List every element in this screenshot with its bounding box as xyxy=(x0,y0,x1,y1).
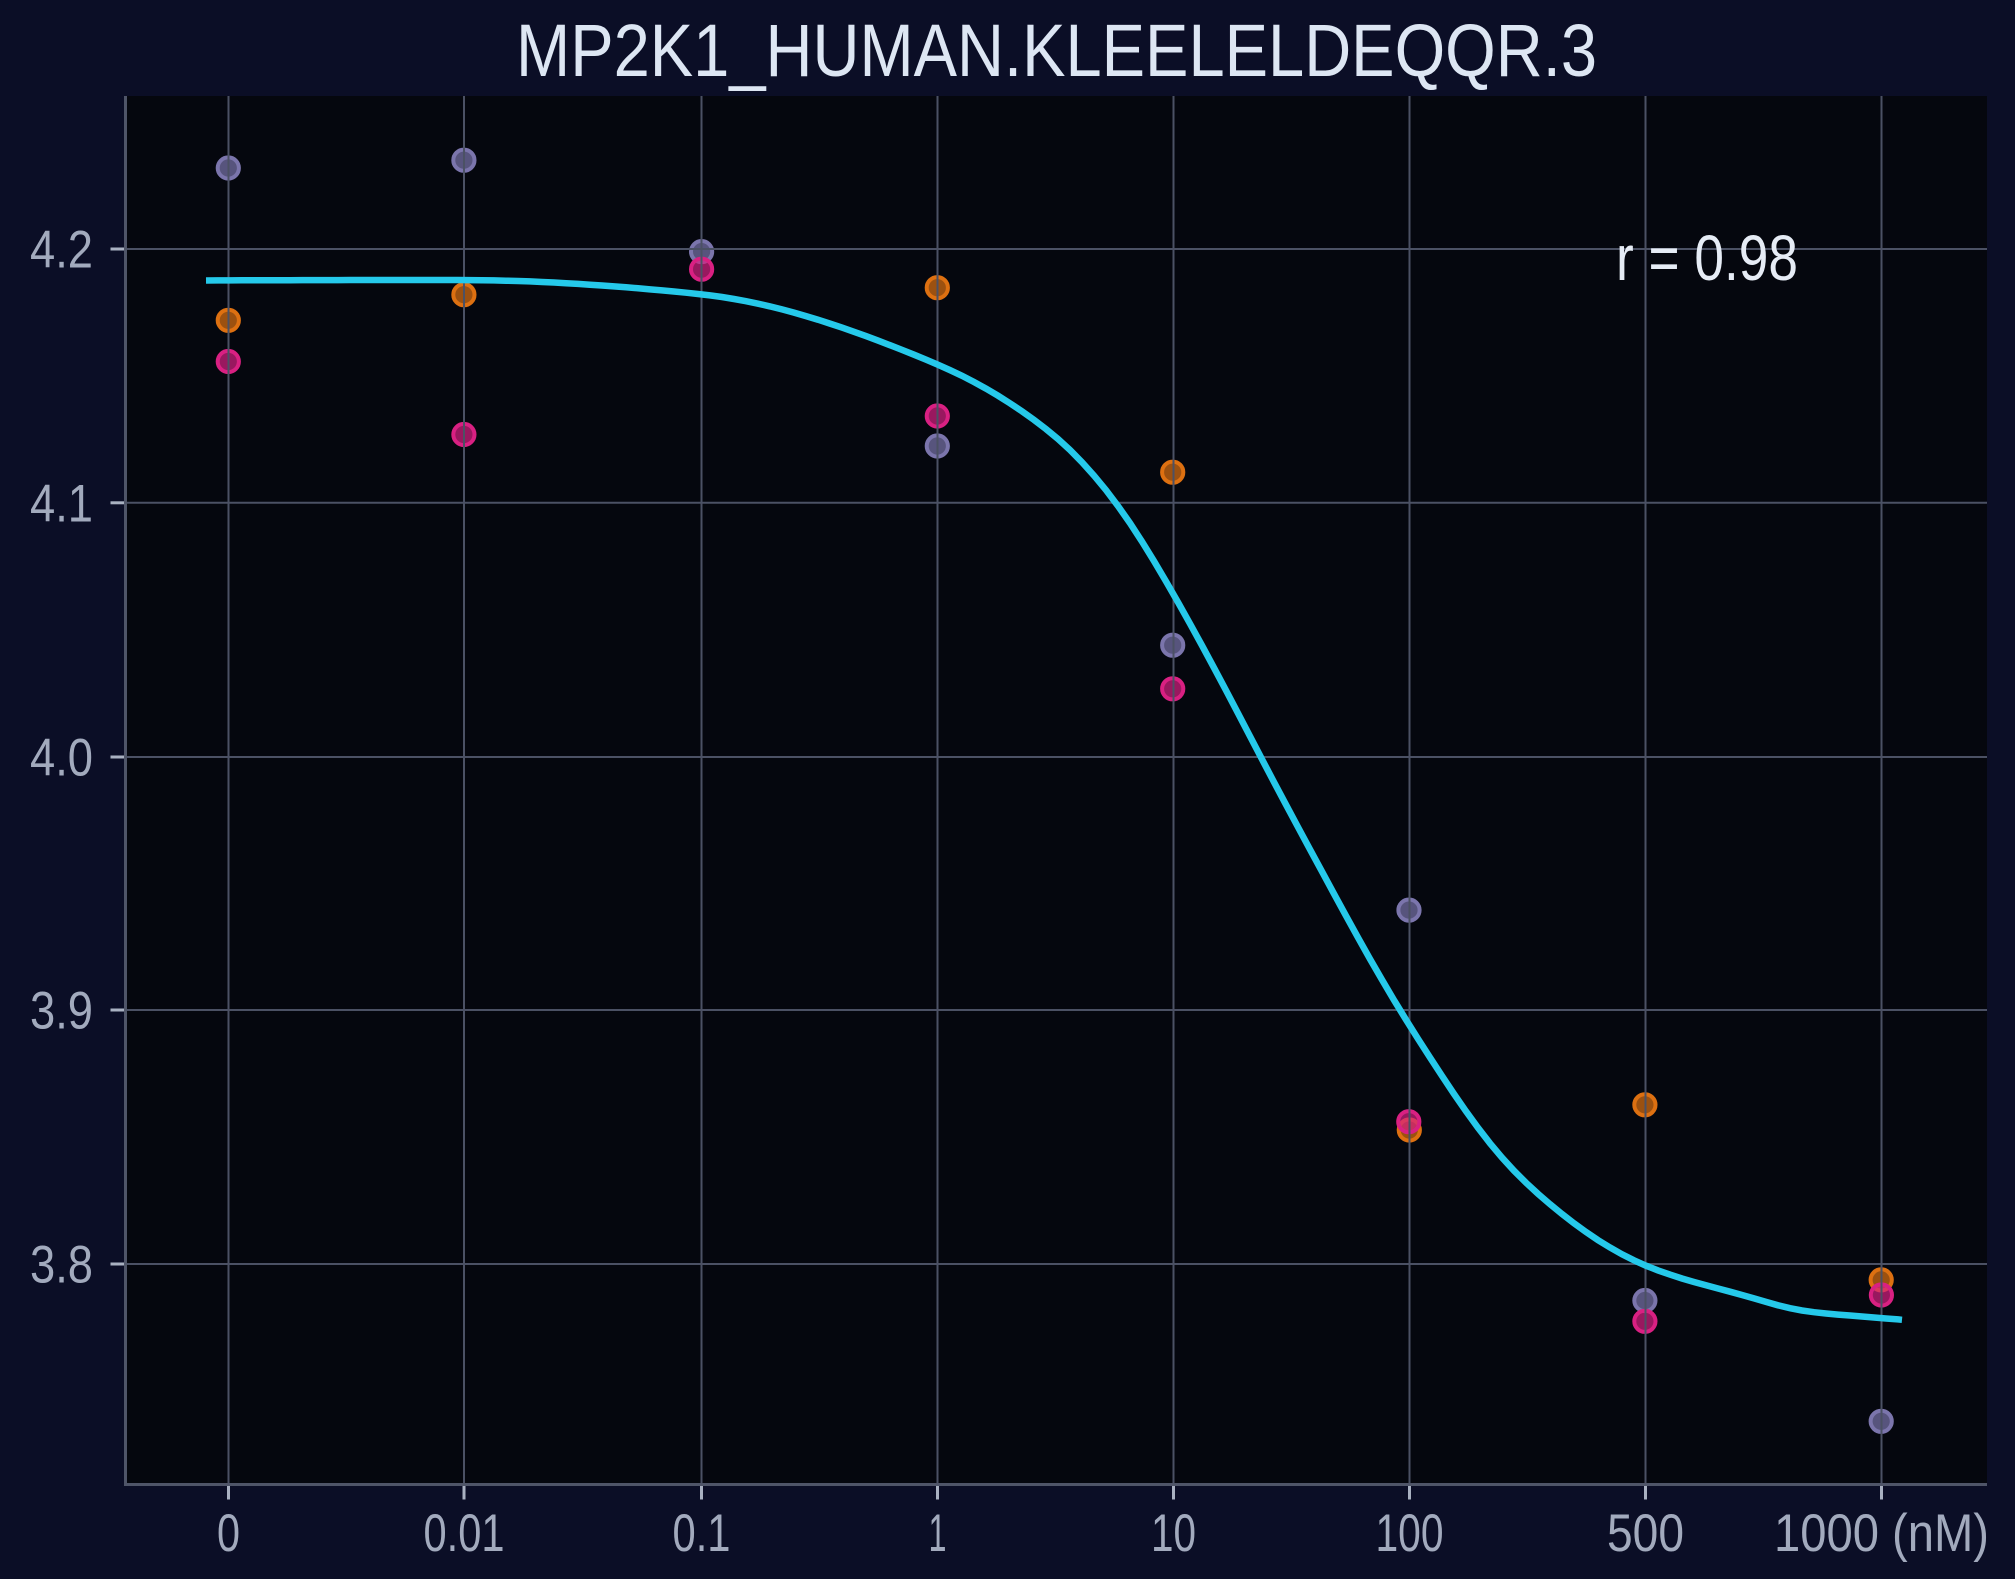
svg-text:0.1: 0.1 xyxy=(673,1504,731,1563)
svg-text:0.01: 0.01 xyxy=(424,1504,505,1563)
svg-text:3.9: 3.9 xyxy=(30,982,93,1041)
svg-text:500: 500 xyxy=(1607,1504,1684,1563)
svg-text:0: 0 xyxy=(217,1504,240,1563)
svg-text:10: 10 xyxy=(1151,1504,1196,1563)
svg-text:1000 (nM): 1000 (nM) xyxy=(1774,1504,1989,1563)
svg-text:100: 100 xyxy=(1376,1504,1444,1563)
svg-text:3.8: 3.8 xyxy=(30,1236,93,1295)
svg-text:4.2: 4.2 xyxy=(30,221,93,280)
svg-text:1: 1 xyxy=(929,1504,947,1563)
svg-text:4.0: 4.0 xyxy=(30,729,93,788)
svg-text:r = 0.98: r = 0.98 xyxy=(1616,222,1798,294)
svg-text:MP2K1_HUMAN.KLEELELDEQQR.3: MP2K1_HUMAN.KLEELELDEQQR.3 xyxy=(516,9,1597,92)
svg-text:4.1: 4.1 xyxy=(30,474,93,533)
